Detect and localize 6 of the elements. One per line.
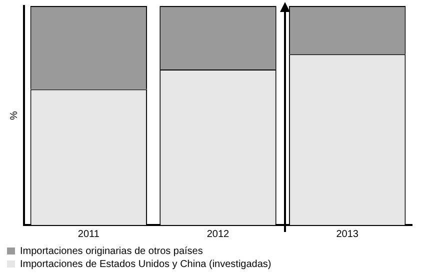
y-axis-title: % bbox=[8, 110, 20, 120]
x-tick-label: 2011 bbox=[78, 228, 100, 240]
x-tick-label: 2013 bbox=[336, 228, 359, 240]
legend-label: Importaciones de Estados Unidos y China (investigadas) bbox=[20, 258, 272, 270]
legend-label: Importaciones originarias de otros países bbox=[20, 246, 203, 257]
x-tick-label: 2012 bbox=[206, 228, 230, 240]
